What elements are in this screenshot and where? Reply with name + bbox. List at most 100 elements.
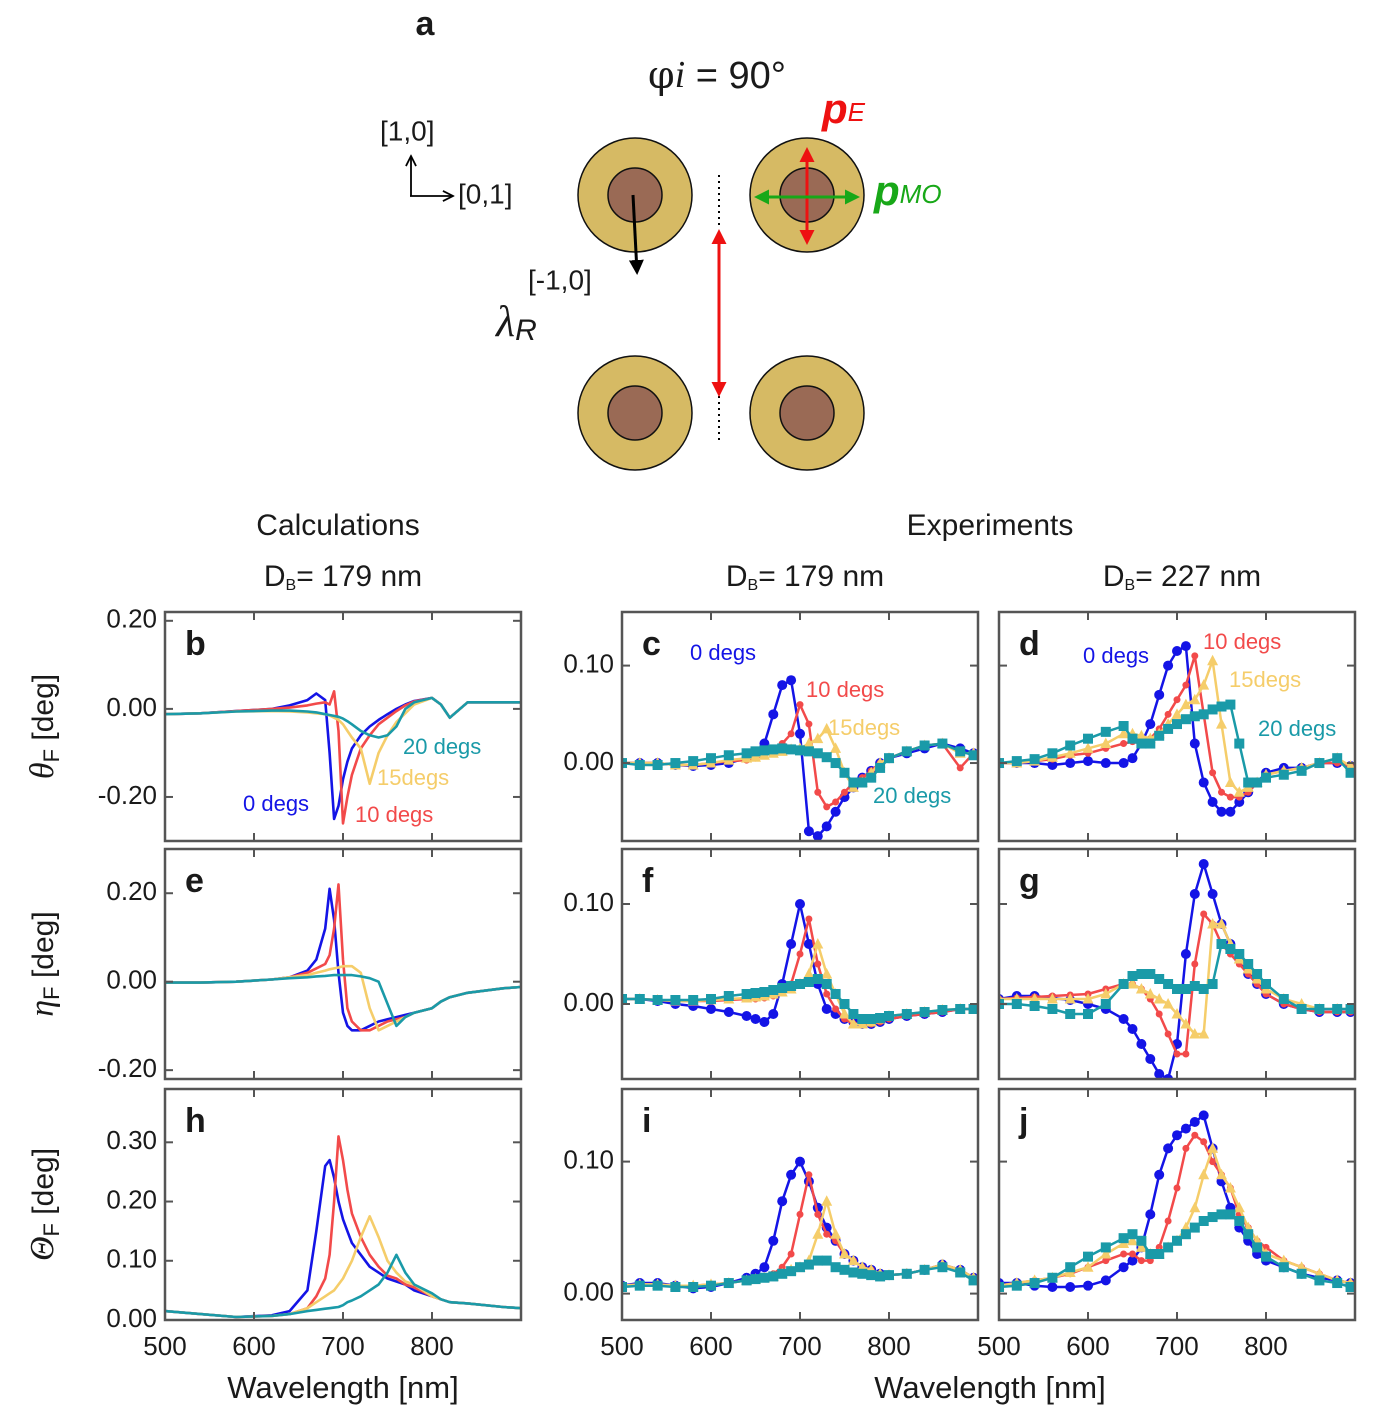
marker <box>823 1230 831 1238</box>
marker <box>768 1271 779 1282</box>
pmo-sub: MO <box>900 179 942 209</box>
series-line <box>165 1158 521 1319</box>
marker <box>795 979 805 989</box>
marker <box>1189 981 1200 991</box>
marker <box>1154 730 1165 741</box>
marker <box>652 995 663 1005</box>
marker <box>1278 1262 1289 1273</box>
marker <box>759 745 770 756</box>
y-axis-label: ηF [deg] <box>24 911 64 1016</box>
axes-frame <box>620 847 980 1081</box>
marker <box>919 740 930 751</box>
marker <box>1100 737 1112 749</box>
x-tick-label: 600 <box>232 1331 275 1361</box>
marker <box>830 1262 841 1273</box>
panel-label: j <box>1018 1102 1028 1140</box>
marker <box>1127 1024 1138 1034</box>
marker <box>1127 1234 1138 1246</box>
marker <box>652 759 663 770</box>
marker <box>1216 1209 1227 1220</box>
marker <box>1207 704 1218 715</box>
marker <box>750 1274 761 1285</box>
marker <box>857 777 868 788</box>
marker <box>1172 1235 1182 1246</box>
marker <box>1135 983 1147 994</box>
marker <box>1082 1261 1094 1272</box>
marker <box>1225 1209 1236 1220</box>
marker <box>1224 1182 1236 1193</box>
marker <box>1189 1117 1200 1127</box>
marker <box>1083 733 1093 744</box>
column-header: Calculations <box>256 509 419 542</box>
ylabel-sub: F <box>39 749 64 762</box>
marker <box>706 994 716 1004</box>
panel-label: i <box>642 1102 651 1140</box>
marker <box>741 989 752 999</box>
marker <box>634 1280 645 1291</box>
marker <box>1163 660 1174 671</box>
marker <box>884 753 894 764</box>
marker <box>1046 993 1058 1004</box>
marker <box>777 1268 788 1279</box>
marker <box>768 744 779 755</box>
marker <box>786 1169 797 1180</box>
marker <box>956 764 964 772</box>
marker <box>768 1235 779 1246</box>
ylabel-unit: [deg] <box>27 1148 60 1223</box>
marker <box>1172 984 1182 994</box>
marker <box>1252 777 1263 788</box>
pmo-symbol: p <box>873 167 900 214</box>
panel: 0 degs 10 degs 15degs 20 degs d DB= 227 nm <box>997 560 1357 843</box>
marker <box>1029 993 1041 1004</box>
plot-area <box>165 690 521 825</box>
marker <box>1065 1262 1076 1273</box>
marker <box>1164 710 1172 718</box>
marker <box>759 987 770 997</box>
x-tick-label: 800 <box>867 1331 910 1361</box>
marker <box>1172 1130 1182 1141</box>
marker <box>1198 984 1209 994</box>
plot-area <box>999 859 1355 1079</box>
marker <box>875 1013 886 1023</box>
subtitle-main: D <box>264 560 286 593</box>
series-label: 0 degs <box>243 791 309 816</box>
panel: -0.20 0.00 0.20 e ηF [deg] <box>24 847 523 1083</box>
marker <box>1180 714 1191 725</box>
marker <box>1163 979 1174 989</box>
marker <box>1189 711 1200 722</box>
marker <box>786 744 797 755</box>
marker <box>812 938 824 949</box>
marker <box>1189 1222 1200 1233</box>
marker <box>1029 1278 1040 1289</box>
marker <box>812 974 823 984</box>
marker <box>1189 693 1201 705</box>
marker <box>1118 727 1130 739</box>
marker <box>1145 738 1156 749</box>
marker <box>803 737 815 749</box>
marker <box>1100 758 1111 769</box>
marker <box>1225 806 1236 817</box>
series-line <box>999 1147 1351 1287</box>
x-tick-label: 600 <box>689 1331 732 1361</box>
marker <box>1127 733 1138 744</box>
angle-label: φi = 90° <box>648 53 786 98</box>
marker <box>1162 998 1174 1009</box>
marker <box>741 1275 752 1286</box>
marker <box>1135 729 1147 741</box>
subtitle-sub: B <box>1125 577 1136 594</box>
marker <box>1154 1249 1165 1259</box>
marker <box>1216 939 1227 949</box>
marker <box>839 1248 850 1259</box>
ylabel-sub: F <box>39 986 64 999</box>
marker <box>1047 1282 1058 1292</box>
marker <box>1083 1280 1093 1291</box>
marker <box>1135 1241 1147 1252</box>
marker <box>688 756 699 767</box>
series-label: 15degs <box>1229 667 1301 692</box>
marker <box>1127 1255 1138 1266</box>
marker <box>1154 689 1165 700</box>
marker <box>839 1008 850 1019</box>
panel-subtitle: DB= 179 nm <box>726 560 884 594</box>
marker <box>1029 754 1040 765</box>
marker <box>1083 1009 1093 1019</box>
